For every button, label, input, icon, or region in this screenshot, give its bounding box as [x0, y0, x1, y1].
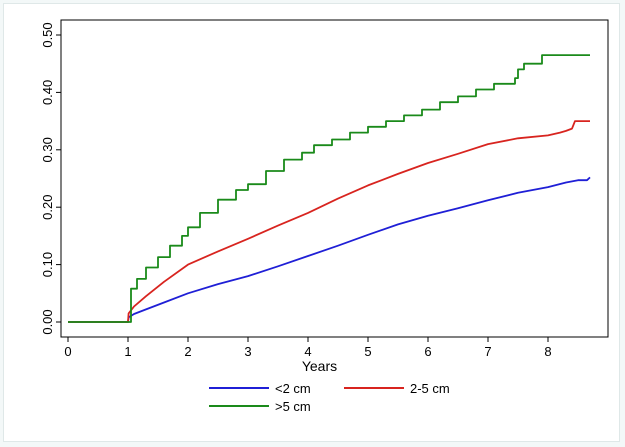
x-axis-title: Years — [302, 358, 337, 374]
legend-label-gt5cm: >5 cm — [275, 399, 311, 414]
series-line-lt2cm — [68, 176, 591, 323]
legend-label-2-5cm: 2-5 cm — [410, 381, 450, 396]
y-tick-label: 0.40 — [40, 80, 55, 105]
plot-border — [60, 19, 609, 338]
x-tick-label: 5 — [364, 344, 371, 359]
x-tick-label: 0 — [64, 344, 71, 359]
series-line-2-5cm — [68, 120, 590, 323]
chart-frame: 0 1 2 3 4 5 6 7 8 0.00 0.10 0.20 0.30 0.40 0.50 Years … — [3, 3, 620, 442]
x-tick-label: 3 — [244, 344, 251, 359]
legend-label-lt2cm: <2 cm — [275, 381, 311, 396]
x-tick-label: 8 — [544, 344, 551, 359]
y-tick-label: 0.00 — [40, 309, 55, 334]
x-tick-label: 7 — [484, 344, 491, 359]
series-layer — [68, 54, 591, 323]
legend: <2 cm 2-5 cm >5 cm — [209, 381, 450, 414]
x-tick-label: 1 — [124, 344, 131, 359]
y-tick-label: 0.10 — [40, 252, 55, 277]
x-tick-label: 6 — [424, 344, 431, 359]
x-tick-label: 2 — [184, 344, 191, 359]
y-tick-label: 0.30 — [40, 137, 55, 162]
y-tick-label: 0.50 — [40, 22, 55, 47]
series-line-gt5cm — [68, 54, 590, 323]
line-chart: 0 1 2 3 4 5 6 7 80.000.100.200.300.400.50 Years … — [40, 19, 609, 414]
axes: 0 1 2 3 4 5 6 7 8 0.00 0.10 0.20 0.30 0.40 0.50 — [40, 22, 552, 359]
plot-area — [60, 19, 609, 338]
x-tick-label: 4 — [304, 344, 311, 359]
y-tick-label: 0.20 — [40, 195, 55, 220]
